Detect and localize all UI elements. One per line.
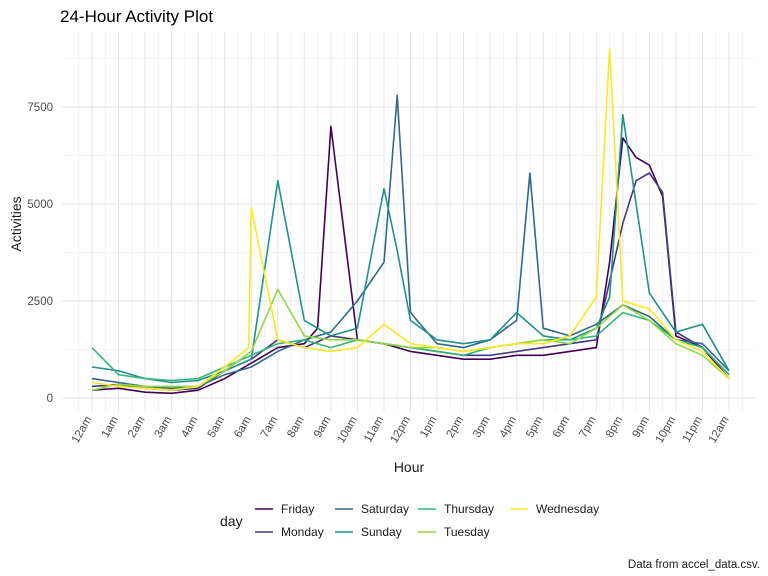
legend-title: day <box>220 513 243 529</box>
series-line-saturday <box>91 94 730 390</box>
series-line-wednesday <box>91 47 730 392</box>
y-tick-label: 2500 <box>27 296 53 308</box>
legend-label-sunday: Sunday <box>361 525 402 539</box>
y-tick-label: 7500 <box>27 102 53 114</box>
legend: day Friday Monday Saturday Sunday Thursday Tu… <box>220 502 599 539</box>
legend-label-friday: Friday <box>281 502 314 516</box>
series-line-sunday <box>91 114 730 384</box>
legend-label-wednesday: Wednesday <box>536 502 599 516</box>
legend-label-thursday: Thursday <box>444 502 494 516</box>
y-tick-label: 5000 <box>27 199 53 211</box>
chart-caption: Data from accel_data.csv. <box>628 559 760 571</box>
legend-label-tuesday: Tuesday <box>444 525 490 539</box>
legend-label-monday: Monday <box>281 525 324 539</box>
series-line-friday <box>91 125 730 395</box>
y-axis-ticks: 0 2500 5000 7500 <box>27 102 53 405</box>
y-axis-label: Activities <box>8 196 24 251</box>
chart-title: 24-Hour Activity Plot <box>60 7 213 26</box>
y-tick-label: 0 <box>47 393 53 405</box>
legend-label-saturday: Saturday <box>361 502 409 516</box>
series-group <box>91 47 730 395</box>
x-axis-label: Hour <box>394 459 425 475</box>
